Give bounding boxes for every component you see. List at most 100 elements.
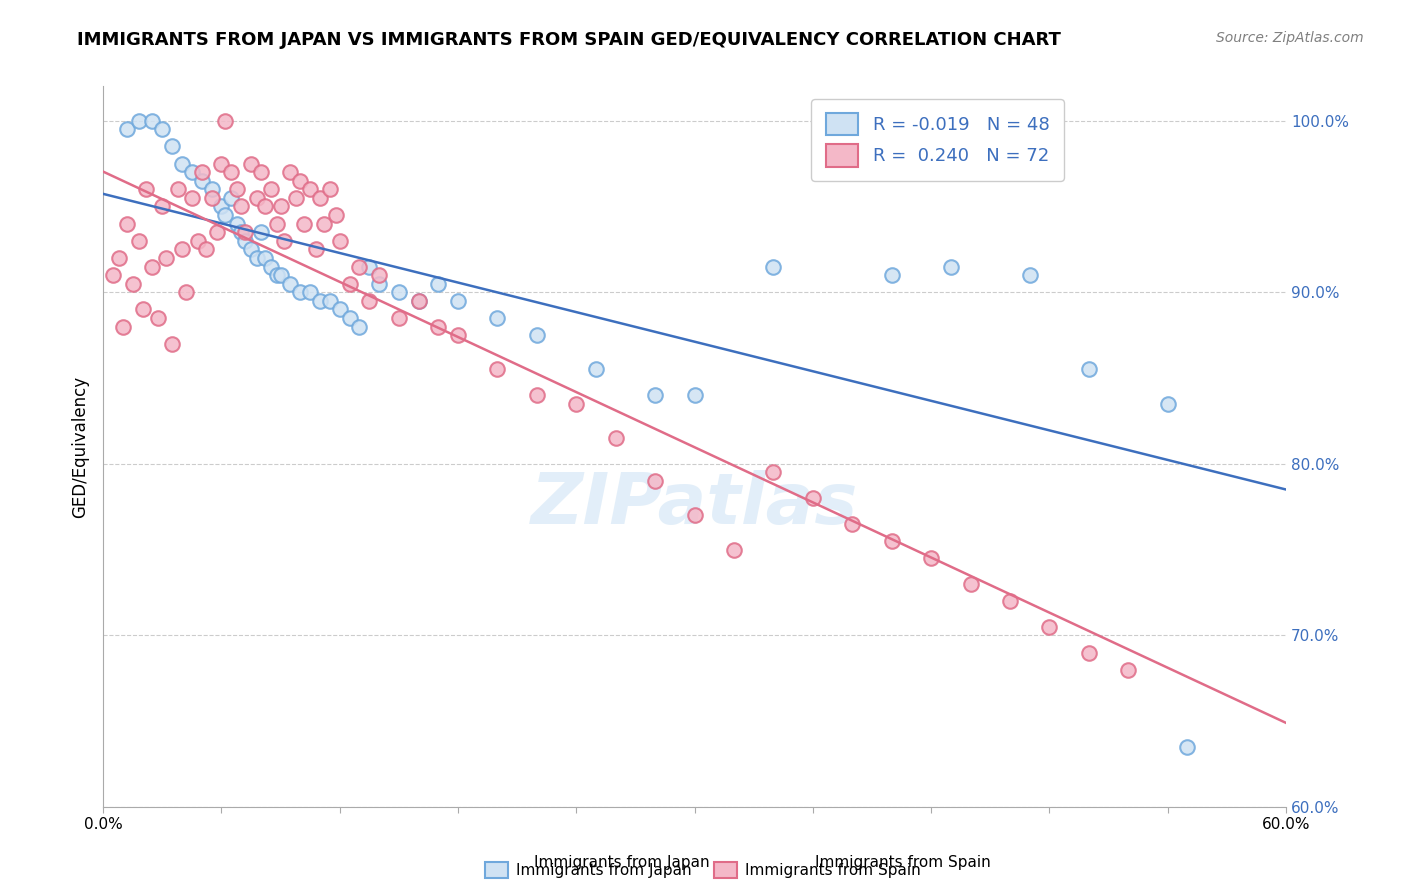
- Point: [233, 225, 256, 239]
- Point: [920, 551, 942, 566]
- Point: [1077, 646, 1099, 660]
- Point: [959, 577, 981, 591]
- Point: [233, 234, 256, 248]
- Point: [266, 217, 288, 231]
- Point: [339, 310, 361, 325]
- Point: [226, 182, 249, 196]
- Point: [292, 217, 315, 231]
- Point: [128, 113, 150, 128]
- Point: [141, 113, 163, 128]
- Legend: Immigrants from Japan, Immigrants from Spain: Immigrants from Japan, Immigrants from S…: [479, 856, 927, 884]
- Point: [170, 243, 193, 257]
- Point: [209, 199, 232, 213]
- Point: [359, 260, 381, 274]
- Point: [180, 165, 202, 179]
- Point: [150, 199, 173, 213]
- Point: [339, 277, 361, 291]
- Point: [190, 174, 212, 188]
- Point: [585, 362, 607, 376]
- Point: [214, 113, 236, 128]
- Point: [155, 251, 177, 265]
- Point: [305, 243, 328, 257]
- Point: [299, 182, 322, 196]
- Point: [273, 234, 295, 248]
- Point: [486, 362, 509, 376]
- Point: [762, 466, 785, 480]
- Point: [187, 234, 209, 248]
- Point: [427, 319, 450, 334]
- Point: [253, 199, 276, 213]
- Point: [260, 260, 283, 274]
- Point: [408, 293, 430, 308]
- Text: ZIPatlas: ZIPatlas: [531, 470, 858, 539]
- Point: [200, 191, 222, 205]
- Point: [939, 260, 962, 274]
- Point: [388, 285, 411, 300]
- Legend: R = -0.019   N = 48, R =  0.240   N = 72: R = -0.019 N = 48, R = 0.240 N = 72: [811, 99, 1064, 181]
- Point: [141, 260, 163, 274]
- Point: [108, 251, 131, 265]
- Point: [447, 293, 470, 308]
- Point: [170, 156, 193, 170]
- Point: [486, 310, 509, 325]
- Point: [167, 182, 190, 196]
- Point: [388, 310, 411, 325]
- Point: [226, 217, 249, 231]
- Point: [841, 516, 863, 531]
- Point: [565, 397, 588, 411]
- Point: [526, 388, 548, 402]
- Point: [605, 431, 627, 445]
- Point: [207, 225, 229, 239]
- Point: [115, 122, 138, 136]
- Point: [368, 277, 391, 291]
- Point: [148, 310, 170, 325]
- Text: Immigrants from Spain: Immigrants from Spain: [815, 855, 991, 870]
- Point: [160, 336, 183, 351]
- Point: [447, 328, 470, 343]
- Point: [214, 208, 236, 222]
- Point: [270, 199, 292, 213]
- Point: [299, 285, 322, 300]
- Point: [329, 234, 352, 248]
- Point: [200, 182, 222, 196]
- Point: [329, 302, 352, 317]
- Point: [150, 122, 173, 136]
- Point: [280, 277, 302, 291]
- Point: [1177, 739, 1199, 754]
- Point: [285, 191, 308, 205]
- Point: [115, 217, 138, 231]
- Text: Immigrants from Japan: Immigrants from Japan: [534, 855, 710, 870]
- Point: [280, 165, 302, 179]
- Point: [290, 174, 312, 188]
- Point: [128, 234, 150, 248]
- Point: [180, 191, 202, 205]
- Point: [250, 165, 273, 179]
- Point: [240, 243, 263, 257]
- Point: [312, 217, 335, 231]
- Point: [408, 293, 430, 308]
- Point: [219, 191, 242, 205]
- Point: [1038, 620, 1060, 634]
- Point: [260, 182, 283, 196]
- Point: [309, 191, 332, 205]
- Point: [246, 191, 269, 205]
- Point: [160, 139, 183, 153]
- Point: [290, 285, 312, 300]
- Y-axis label: GED/Equivalency: GED/Equivalency: [72, 376, 89, 517]
- Point: [246, 251, 269, 265]
- Point: [266, 268, 288, 282]
- Text: Source: ZipAtlas.com: Source: ZipAtlas.com: [1216, 31, 1364, 45]
- Point: [319, 293, 342, 308]
- Point: [219, 165, 242, 179]
- Point: [190, 165, 212, 179]
- Point: [325, 208, 347, 222]
- Point: [174, 285, 197, 300]
- Point: [644, 388, 666, 402]
- Point: [194, 243, 217, 257]
- Point: [270, 268, 292, 282]
- Point: [253, 251, 276, 265]
- Point: [229, 199, 252, 213]
- Point: [1156, 397, 1178, 411]
- Point: [368, 268, 391, 282]
- Point: [131, 302, 153, 317]
